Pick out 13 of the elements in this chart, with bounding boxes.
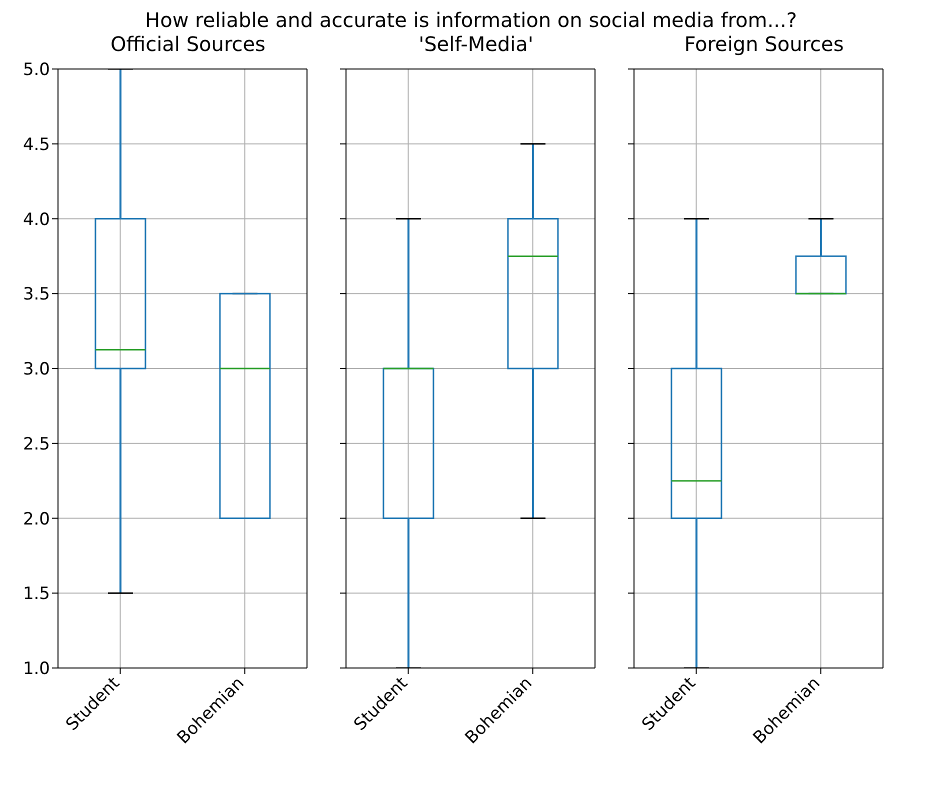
chart-title: Official Sources <box>110 32 266 58</box>
y-tick-label: 1.5 <box>22 584 50 604</box>
y-tick-label: 2.5 <box>22 434 50 454</box>
y-tick-label: 3.5 <box>22 284 50 305</box>
y-tick-label: 1.0 <box>22 659 50 680</box>
y-tick-label: 4.5 <box>22 134 50 155</box>
chart-title: Foreign Sources <box>683 32 845 58</box>
y-tick-label: 5.0 <box>22 60 50 80</box>
y-tick-label: 2.0 <box>22 509 50 530</box>
chart-title: 'Self-Media' <box>418 32 534 58</box>
y-tick-label: 4.0 <box>22 210 50 230</box>
text: How reliable and accurate is information on social media from...? <box>144 8 798 32</box>
y-tick-label: 3.0 <box>22 360 50 380</box>
